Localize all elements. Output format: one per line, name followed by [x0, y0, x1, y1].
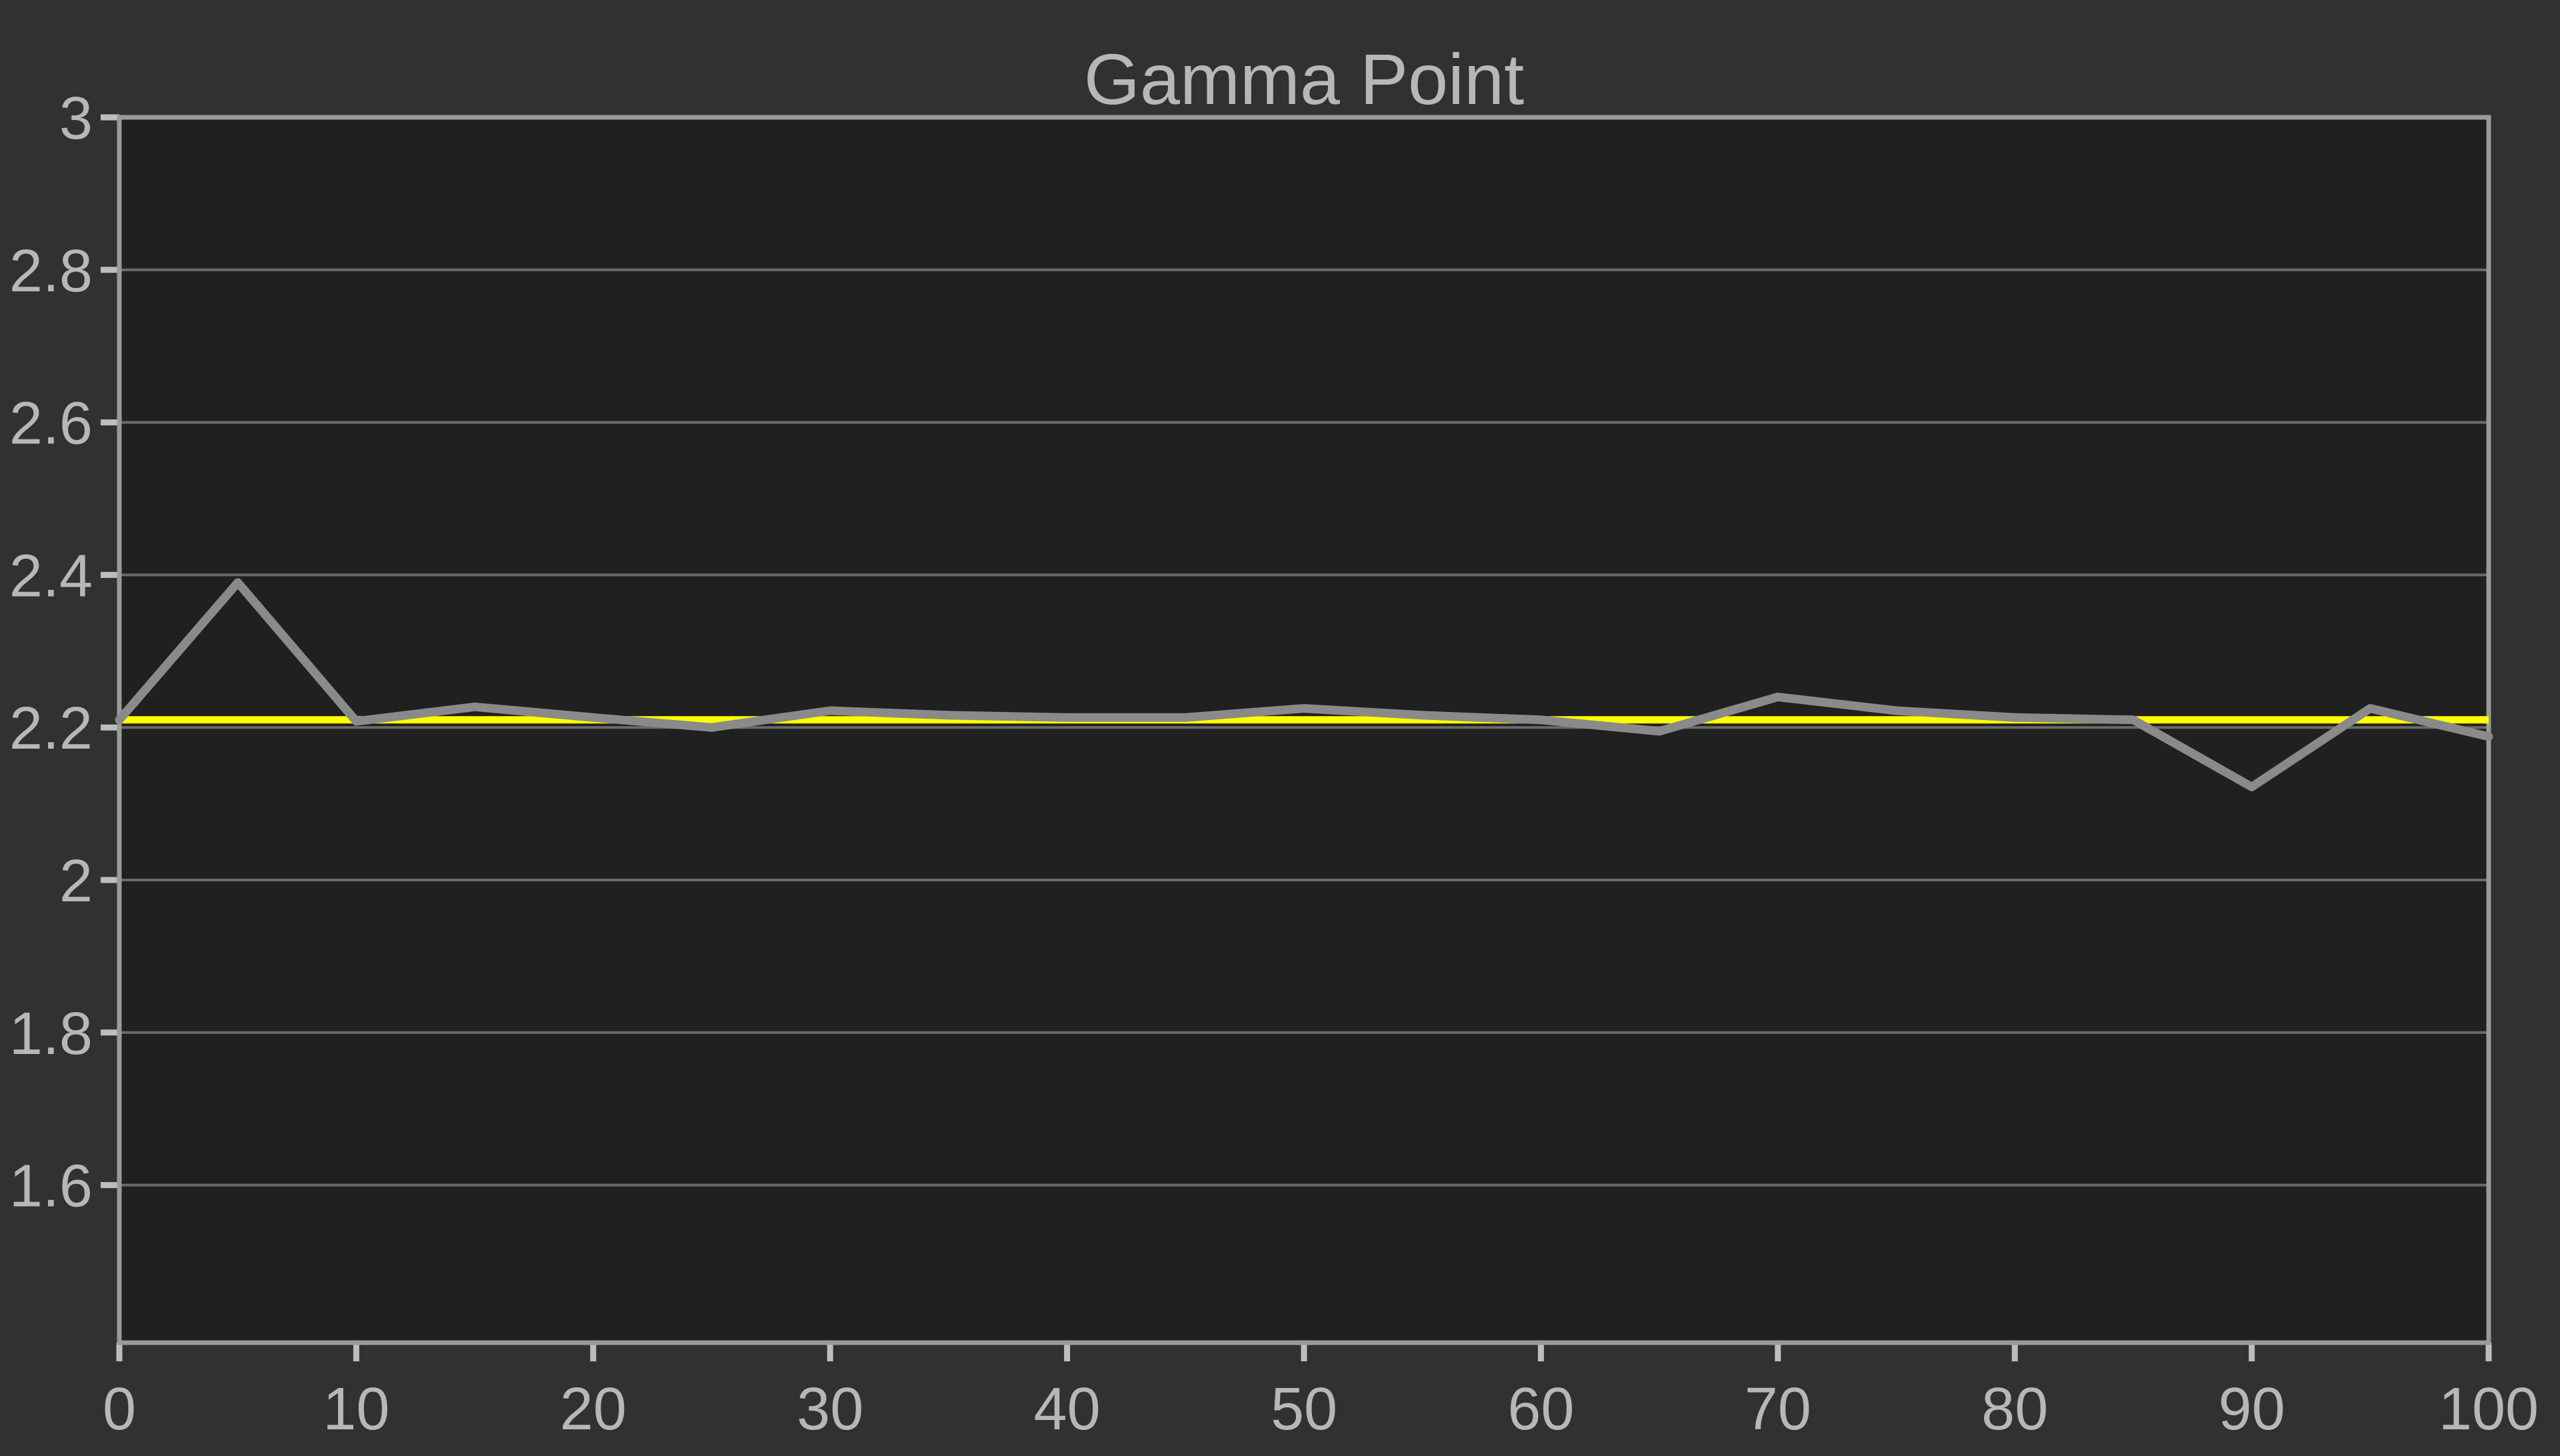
svg-text:1.6: 1.6	[9, 1153, 93, 1220]
svg-text:40: 40	[1034, 1376, 1101, 1443]
svg-text:2.6: 2.6	[9, 391, 93, 457]
svg-text:2.4: 2.4	[9, 543, 93, 609]
svg-text:20: 20	[560, 1376, 627, 1443]
svg-text:2.2: 2.2	[9, 695, 93, 762]
svg-text:100: 100	[2439, 1376, 2539, 1443]
svg-text:10: 10	[323, 1376, 389, 1443]
svg-text:90: 90	[2219, 1376, 2285, 1443]
svg-text:30: 30	[797, 1376, 863, 1443]
svg-text:1.8: 1.8	[9, 1001, 93, 1067]
svg-text:2: 2	[59, 848, 93, 915]
svg-text:50: 50	[1271, 1376, 1337, 1443]
svg-text:3: 3	[59, 85, 93, 152]
svg-text:70: 70	[1745, 1376, 1811, 1443]
svg-text:80: 80	[1981, 1376, 2048, 1443]
svg-text:2.8: 2.8	[9, 238, 93, 305]
svg-text:0: 0	[103, 1376, 136, 1443]
svg-text:60: 60	[1507, 1376, 1574, 1443]
